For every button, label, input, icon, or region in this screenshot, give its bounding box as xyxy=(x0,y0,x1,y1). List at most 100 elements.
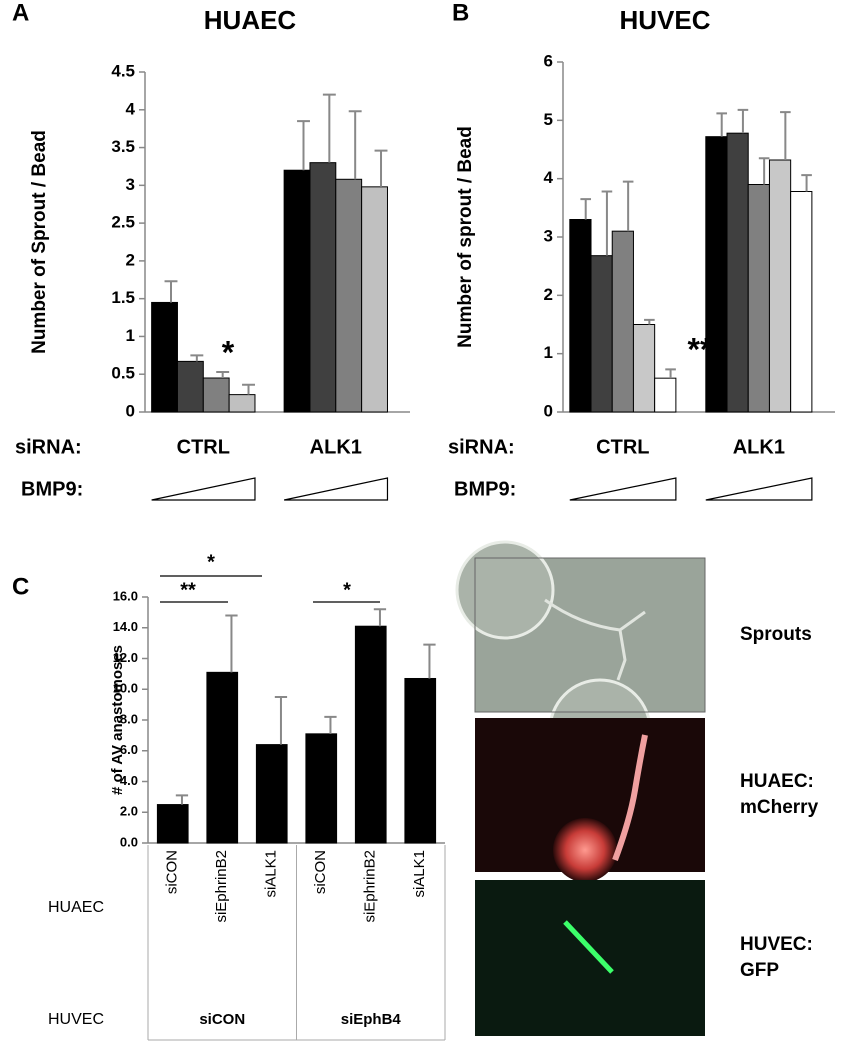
bar xyxy=(632,324,656,413)
bmp9-ramp xyxy=(284,477,389,501)
y-tick-label: 0 xyxy=(544,401,553,420)
group-label: siEphB4 xyxy=(341,1011,402,1028)
category-label: CTRL xyxy=(177,436,230,458)
y-tick-label: 6.0 xyxy=(120,742,138,757)
y-tick-label: 4.5 xyxy=(111,61,135,80)
error-bar xyxy=(374,149,388,187)
category-label: siEphrinB2 xyxy=(213,850,230,923)
row-label: HUAEC xyxy=(48,899,104,916)
image-label: mCherry xyxy=(740,797,819,818)
category-label: ALK1 xyxy=(310,436,362,458)
error-bar xyxy=(423,643,436,679)
error-bar xyxy=(274,695,288,745)
bar xyxy=(569,219,592,413)
significance: * xyxy=(222,334,235,370)
y-tick-label: 4.0 xyxy=(120,773,138,788)
bar xyxy=(768,159,792,413)
bar xyxy=(309,162,337,413)
y-axis-label: Number of sprout / Bead xyxy=(455,126,476,348)
y-tick-label: 8.0 xyxy=(120,711,138,726)
error-bar xyxy=(175,794,189,805)
row-label: siRNA: xyxy=(448,436,515,458)
bar xyxy=(283,169,311,413)
bar xyxy=(726,132,749,413)
bar xyxy=(354,625,387,844)
y-tick-label: 2 xyxy=(126,250,135,269)
error-bar xyxy=(737,108,749,134)
error-bar xyxy=(665,368,676,379)
bmp9-ramp xyxy=(569,477,677,501)
image-label: HUVEC: xyxy=(740,934,813,955)
y-tick-label: 12.0 xyxy=(113,650,138,665)
row-label: BMP9: xyxy=(454,478,516,500)
y-tick-label: 0 xyxy=(126,401,135,420)
category-label: siCON xyxy=(312,850,329,894)
error-bar xyxy=(216,370,230,378)
y-tick-label: 1.5 xyxy=(111,288,135,307)
chart-title: HUVEC xyxy=(619,5,710,35)
error-bar xyxy=(601,190,613,256)
error-bar xyxy=(622,180,634,232)
panel-label: C xyxy=(12,573,29,600)
error-bar xyxy=(644,318,655,325)
category-label: CTRL xyxy=(596,436,649,458)
y-tick-label: 16.0 xyxy=(113,588,138,603)
image-label: Sprouts xyxy=(740,624,812,645)
y-tick-label: 3 xyxy=(544,226,553,245)
panel-label: A xyxy=(12,0,29,26)
error-bar xyxy=(716,112,728,137)
y-tick-label: 2 xyxy=(544,285,553,304)
y-tick-label: 14.0 xyxy=(113,619,138,634)
error-bar xyxy=(164,280,178,303)
y-axis-label: # of AV anastomoses xyxy=(109,645,126,795)
error-bar xyxy=(190,354,204,362)
bar xyxy=(305,733,338,844)
chart-title: HUAEC xyxy=(204,5,297,35)
y-tick-label: 2.5 xyxy=(111,213,135,232)
bar xyxy=(654,377,677,413)
bar xyxy=(705,136,728,413)
y-tick-label: 3 xyxy=(126,175,135,194)
bar xyxy=(206,671,239,844)
image-label: HUAEC: xyxy=(740,771,814,792)
error-bar xyxy=(324,715,337,734)
significance: * xyxy=(207,551,215,573)
panel-label: B xyxy=(452,0,469,26)
error-bar xyxy=(780,111,791,160)
y-tick-label: 5 xyxy=(544,110,553,129)
error-bar xyxy=(348,110,362,180)
row-label: HUVEC xyxy=(48,1011,104,1028)
bar xyxy=(176,360,204,413)
y-tick-label: 4 xyxy=(126,99,136,118)
bar xyxy=(611,230,634,413)
bar xyxy=(590,255,613,413)
y-tick-label: 3.5 xyxy=(111,137,135,156)
error-bar xyxy=(801,174,812,192)
bmp9-ramp xyxy=(705,477,813,501)
significance: * xyxy=(343,579,351,601)
y-tick-label: 2.0 xyxy=(120,804,138,819)
category-label: ALK1 xyxy=(733,436,785,458)
error-bar xyxy=(322,93,336,163)
bar xyxy=(747,184,770,413)
bar xyxy=(404,677,437,844)
error-bar xyxy=(225,614,238,673)
image-mcherry xyxy=(475,718,705,882)
bar xyxy=(156,804,189,844)
error-bar xyxy=(758,157,770,185)
significance: ** xyxy=(688,331,713,367)
y-tick-label: 1 xyxy=(544,343,553,362)
error-bar xyxy=(580,198,592,220)
bar xyxy=(361,186,388,413)
category-label: siALK1 xyxy=(411,850,428,898)
bar xyxy=(202,377,230,413)
image-label: GFP xyxy=(740,960,779,981)
bar xyxy=(228,394,256,413)
y-axis-label: Number of Sprout / Bead xyxy=(29,130,50,354)
error-bar xyxy=(242,383,255,395)
y-tick-label: 6 xyxy=(544,51,553,70)
error-bar xyxy=(297,120,310,171)
significance: ** xyxy=(180,579,196,601)
bar xyxy=(151,301,178,413)
